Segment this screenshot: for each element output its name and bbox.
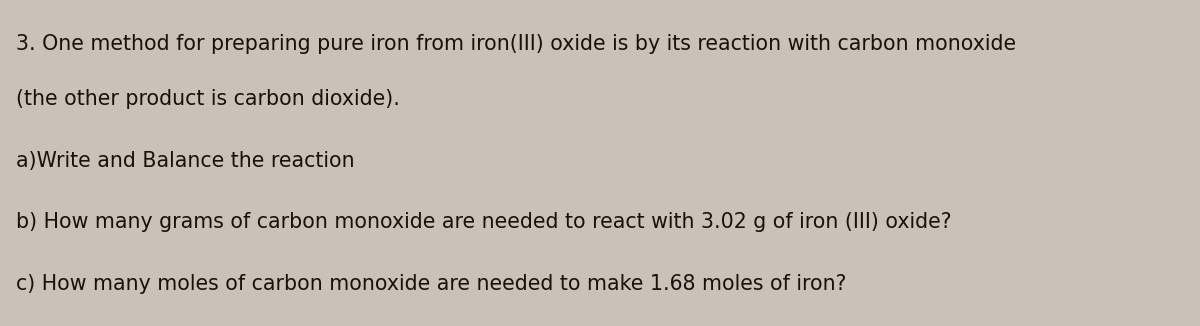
Text: c) How many moles of carbon monoxide are needed to make 1.68 moles of iron?: c) How many moles of carbon monoxide are…: [16, 274, 846, 294]
Text: (the other product is carbon dioxide).: (the other product is carbon dioxide).: [16, 89, 400, 110]
Text: a)Write and Balance the reaction: a)Write and Balance the reaction: [16, 151, 354, 171]
Text: 3. One method for preparing pure iron from iron(III) oxide is by its reaction wi: 3. One method for preparing pure iron fr…: [16, 34, 1015, 54]
Text: b) How many grams of carbon monoxide are needed to react with 3.02 g of iron (II: b) How many grams of carbon monoxide are…: [16, 212, 952, 232]
